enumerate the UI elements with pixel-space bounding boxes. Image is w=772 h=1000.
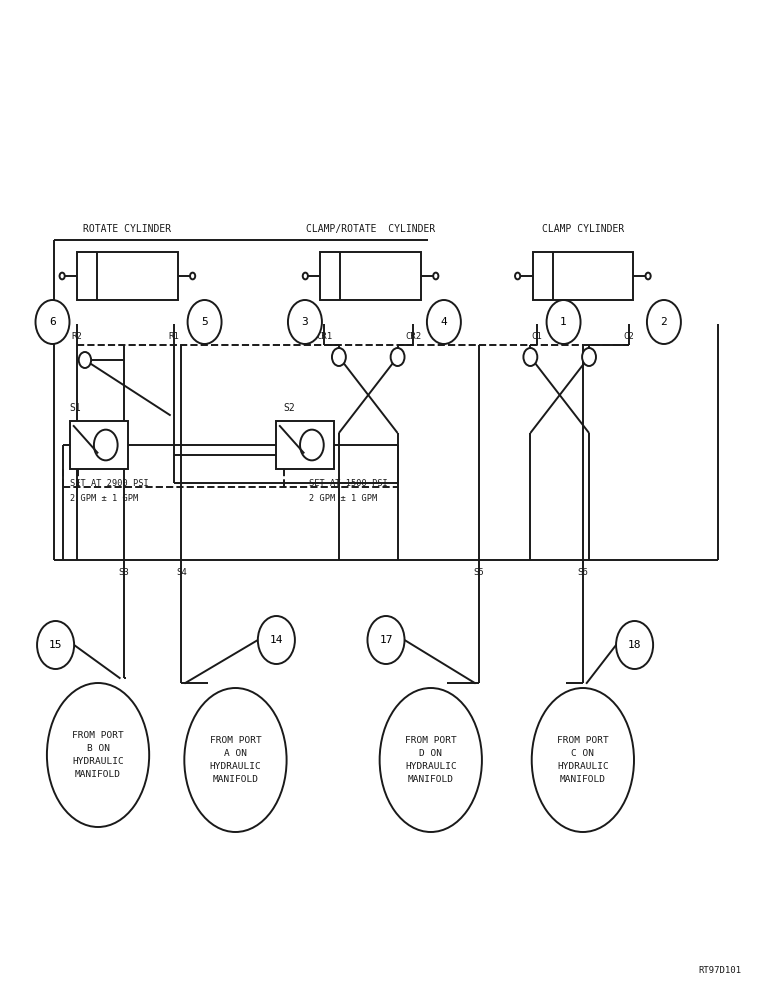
Text: R1: R1 — [168, 332, 179, 341]
Circle shape — [258, 616, 295, 664]
Circle shape — [59, 273, 65, 279]
Text: CR1: CR1 — [317, 332, 332, 341]
Circle shape — [523, 348, 537, 366]
Circle shape — [37, 621, 74, 669]
Text: 2 GPM ± 1 GPM: 2 GPM ± 1 GPM — [309, 494, 377, 503]
Text: ROTATE CYLINDER: ROTATE CYLINDER — [83, 224, 171, 234]
Circle shape — [582, 348, 596, 366]
Text: S4: S4 — [176, 568, 187, 577]
Circle shape — [547, 300, 581, 344]
Text: SET AT 1500 PSI: SET AT 1500 PSI — [309, 479, 388, 488]
Circle shape — [79, 352, 91, 368]
Text: S5: S5 — [473, 568, 484, 577]
Text: 2: 2 — [661, 317, 667, 327]
Text: 3: 3 — [302, 317, 308, 327]
Circle shape — [188, 300, 222, 344]
Circle shape — [433, 273, 438, 279]
Ellipse shape — [532, 688, 634, 832]
Text: 14: 14 — [269, 635, 283, 645]
Text: SET AT 2900 PSI: SET AT 2900 PSI — [69, 479, 149, 488]
Text: C2: C2 — [624, 332, 635, 341]
Bar — [320, 252, 421, 300]
Text: S2: S2 — [284, 403, 296, 413]
Circle shape — [300, 430, 323, 460]
Circle shape — [36, 300, 69, 344]
Circle shape — [647, 300, 681, 344]
Bar — [77, 252, 178, 300]
Circle shape — [427, 300, 461, 344]
Circle shape — [616, 621, 653, 669]
Text: 1: 1 — [560, 317, 567, 327]
Bar — [69, 421, 127, 469]
Text: 6: 6 — [49, 317, 56, 327]
Circle shape — [190, 273, 195, 279]
Text: S1: S1 — [69, 403, 82, 413]
Text: C1: C1 — [531, 332, 542, 341]
Text: 15: 15 — [49, 640, 63, 650]
Ellipse shape — [185, 688, 286, 832]
Text: S6: S6 — [577, 568, 588, 577]
Ellipse shape — [47, 683, 149, 827]
Text: RT97D101: RT97D101 — [698, 966, 741, 975]
Text: 17: 17 — [379, 635, 393, 645]
Circle shape — [515, 273, 520, 279]
Text: R2: R2 — [72, 332, 83, 341]
Circle shape — [94, 430, 117, 460]
Text: FROM PORT
A ON
HYDRAULIC
MANIFOLD: FROM PORT A ON HYDRAULIC MANIFOLD — [209, 736, 262, 784]
Text: 4: 4 — [441, 317, 447, 327]
Circle shape — [391, 348, 405, 366]
Text: 5: 5 — [201, 317, 208, 327]
Circle shape — [288, 300, 322, 344]
Text: 18: 18 — [628, 640, 642, 650]
Text: FROM PORT
D ON
HYDRAULIC
MANIFOLD: FROM PORT D ON HYDRAULIC MANIFOLD — [405, 736, 457, 784]
Bar — [533, 252, 633, 300]
Bar — [276, 421, 334, 469]
Text: FROM PORT
B ON
HYDRAULIC
MANIFOLD: FROM PORT B ON HYDRAULIC MANIFOLD — [72, 731, 124, 779]
Text: FROM PORT
C ON
HYDRAULIC
MANIFOLD: FROM PORT C ON HYDRAULIC MANIFOLD — [557, 736, 609, 784]
Text: CLAMP CYLINDER: CLAMP CYLINDER — [542, 224, 624, 234]
Circle shape — [367, 616, 405, 664]
Circle shape — [303, 273, 308, 279]
Circle shape — [645, 273, 651, 279]
Text: 2 GPM ± 1 GPM: 2 GPM ± 1 GPM — [69, 494, 138, 503]
Text: CLAMP/ROTATE  CYLINDER: CLAMP/ROTATE CYLINDER — [306, 224, 435, 234]
Circle shape — [332, 348, 346, 366]
Text: S3: S3 — [118, 568, 129, 577]
Ellipse shape — [380, 688, 482, 832]
Text: CR2: CR2 — [405, 332, 421, 341]
